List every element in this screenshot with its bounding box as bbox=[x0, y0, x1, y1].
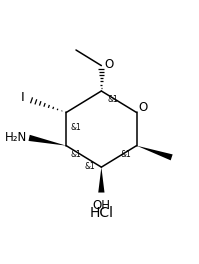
Text: &1: &1 bbox=[121, 150, 132, 159]
Text: I: I bbox=[20, 91, 24, 104]
Text: &1: &1 bbox=[85, 162, 96, 171]
Polygon shape bbox=[28, 135, 66, 146]
Text: HCl: HCl bbox=[89, 206, 113, 220]
Text: &1: &1 bbox=[107, 95, 118, 104]
Text: O: O bbox=[104, 58, 113, 71]
Text: O: O bbox=[139, 101, 148, 114]
Text: &1: &1 bbox=[70, 150, 81, 159]
Polygon shape bbox=[137, 146, 173, 160]
Text: &1: &1 bbox=[70, 123, 81, 132]
Text: H₂N: H₂N bbox=[5, 131, 27, 144]
Polygon shape bbox=[98, 167, 104, 192]
Text: OH: OH bbox=[92, 199, 110, 212]
